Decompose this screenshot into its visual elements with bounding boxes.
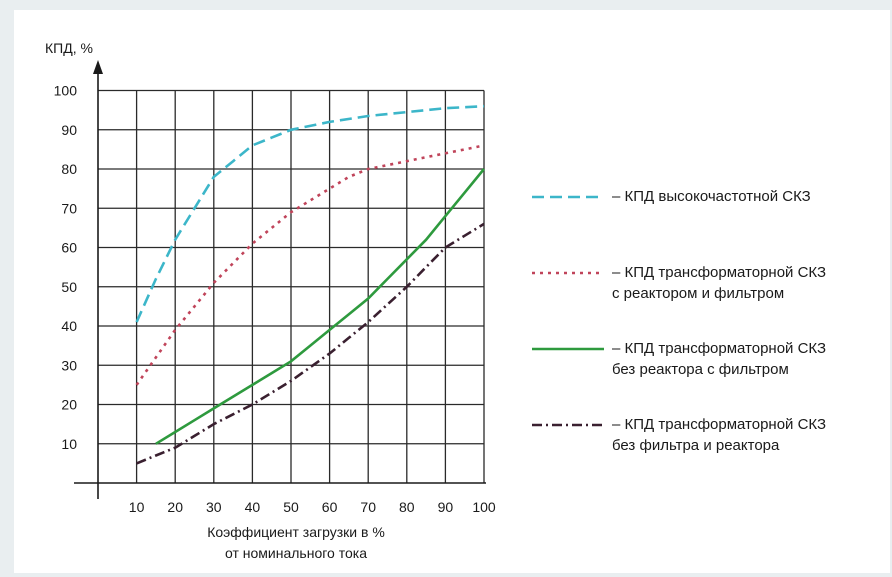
y-tick-label: 10 [61, 436, 77, 452]
y-tick-label: 30 [61, 357, 77, 373]
legend-item-3: – КПД трансформаторной СКЗ без реактора … [530, 338, 890, 414]
y-tick-label: 50 [61, 279, 77, 295]
y-tick-label: 70 [61, 200, 77, 216]
y-tick-label: 20 [61, 397, 77, 413]
y-axis-label: КПД, % [45, 40, 93, 56]
y-tick-label: 60 [61, 240, 77, 256]
x-tick-label: 20 [167, 499, 183, 515]
grid [98, 89, 485, 483]
legend-item-4: – КПД трансформаторной СКЗ без фильтра и… [530, 414, 890, 490]
line-chart: 10 20 30 40 50 60 70 80 90 100 10 20 30 40 50 60 70 80 90… [45, 40, 496, 561]
x-tick-label: 30 [206, 499, 222, 515]
legend-swatch-icon [532, 423, 604, 427]
x-tick-label: 80 [399, 499, 415, 515]
x-tick-label: 50 [283, 499, 299, 515]
legend-item-2: – КПД трансформаторной СКЗ с реактором и… [530, 262, 890, 338]
series-line-4 [136, 222, 485, 465]
y-tick-label: 100 [54, 83, 78, 99]
y-axis-arrow-icon [93, 60, 103, 74]
x-tick-label: 70 [360, 499, 376, 515]
axes [74, 60, 486, 499]
series-lines [135, 104, 486, 465]
legend-label: – КПД трансформаторной СКЗ с реактором и… [612, 264, 827, 302]
x-axis-label: Коэффициент загрузки в % от номинального … [207, 524, 385, 561]
x-tick-label: 40 [245, 499, 261, 515]
legend-label: – КПД трансформаторной СКЗ без фильтра и… [612, 416, 827, 454]
x-tick-label: 10 [129, 499, 145, 515]
legend-label: – КПД трансформаторной СКЗ без реактора … [612, 340, 827, 378]
series-line-3 [155, 168, 486, 445]
y-tick-labels: 10 20 30 40 50 60 70 80 90 100 [54, 83, 78, 452]
legend-swatch-icon [532, 347, 604, 351]
legend-swatch-icon [532, 195, 604, 199]
x-tick-label: 90 [438, 499, 454, 515]
x-tick-labels: 10 20 30 40 50 60 70 80 90 100 [129, 499, 496, 515]
series-line-2 [135, 144, 485, 386]
legend: – КПД высокочастотной СКЗ – КПД трансформ… [530, 186, 890, 490]
y-tick-label: 80 [61, 161, 77, 177]
series-line-1 [135, 104, 485, 323]
legend-swatch-icon [532, 271, 604, 275]
chart-figure: 10 20 30 40 50 60 70 80 90 100 10 20 30 40 50 60 70 80 90… [14, 10, 890, 573]
x-tick-label: 60 [322, 499, 338, 515]
legend-item-1: – КПД высокочастотной СКЗ [530, 186, 890, 262]
legend-label: – КПД высокочастотной СКЗ [612, 188, 811, 205]
y-tick-label: 40 [61, 318, 77, 334]
y-tick-label: 90 [61, 122, 77, 138]
x-tick-label: 100 [472, 499, 496, 515]
